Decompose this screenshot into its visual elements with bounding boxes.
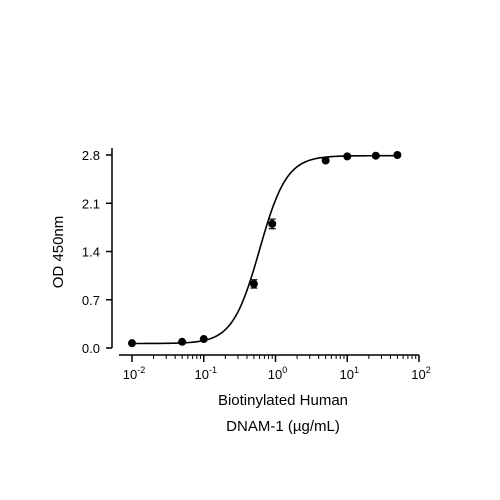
y-tick-label: 2.1 [82,196,100,211]
data-point [249,279,258,288]
x-tick-exponent: -1 [209,365,217,375]
x-axis-title-line1: Biotinylated Human [218,392,348,409]
x-tick-exponent: 2 [426,365,431,375]
y-tick-label: 0.0 [82,341,100,356]
y-ticks: 0.0 0.7 1.4 2.1 2.8 [82,148,112,356]
x-ticks: 10-2 10-1 100 101 102 [123,355,431,382]
x-tick-exponent: -2 [137,365,145,375]
y-tick-label: 0.7 [82,293,100,308]
axes [111,148,419,356]
data-point [178,337,187,346]
data-point [393,151,402,159]
data-points [128,151,402,348]
x-tick-base: 10 [195,367,209,382]
x-tick-base: 10 [268,367,282,382]
x-tick-base: 10 [411,367,425,382]
data-point [371,151,380,160]
x-tick-exponent: 0 [282,365,287,375]
x-tick-label: 100 [268,365,287,382]
data-point [343,152,352,161]
data-point [199,335,208,344]
y-axis-title: OD 450nm [50,216,67,289]
x-tick-base: 10 [340,367,354,382]
x-tick-label: 10-2 [123,365,145,382]
x-tick-label: 102 [411,365,430,382]
data-point [268,219,277,228]
x-tick-label: 101 [340,365,359,382]
y-tick-label: 1.4 [82,245,100,260]
data-point [321,156,330,165]
x-tick-label: 10-1 [195,365,217,382]
x-axis-title-line2: DNAM-1 (µg/mL) [226,418,340,435]
x-tick-base: 10 [123,367,137,382]
x-tick-exponent: 1 [354,365,359,375]
fit-curve [132,154,398,345]
data-point [128,339,136,348]
y-tick-label: 2.8 [82,148,100,163]
